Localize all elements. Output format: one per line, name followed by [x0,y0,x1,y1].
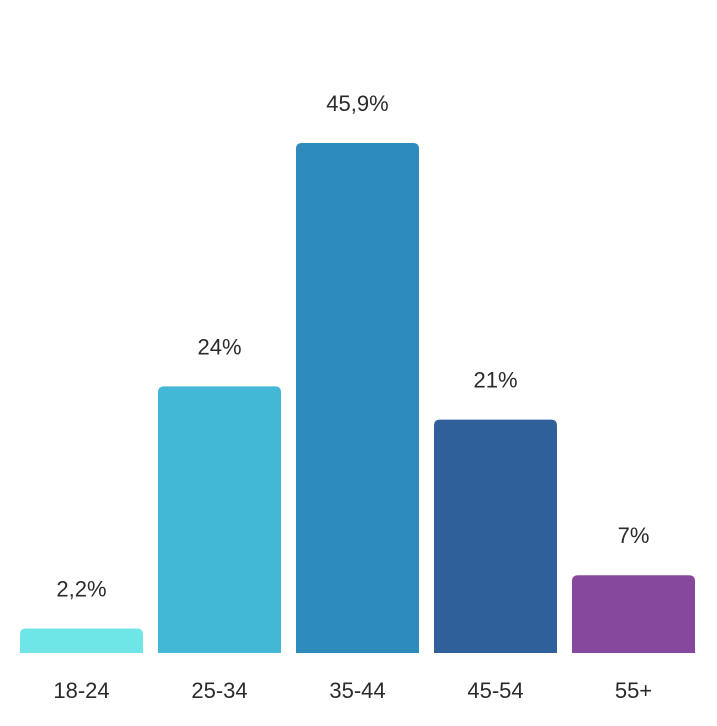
data-label-25-34: 24% [197,334,241,359]
bar-35-44 [296,143,419,653]
x-tick-label-45-54: 45-54 [467,678,523,703]
x-tick-label-35-44: 35-44 [329,678,385,703]
x-tick-label-18-24: 18-24 [53,678,109,703]
x-tick-label-55+: 55+ [615,678,652,703]
data-label-35-44: 45,9% [326,91,388,116]
data-label-55+: 7% [618,523,650,548]
data-label-18-24: 2,2% [56,577,106,602]
bar-25-34 [158,386,281,653]
bar-55+ [572,575,695,653]
data-label-45-54: 21% [473,368,517,393]
bar-45-54 [434,419,557,653]
bar-18-24 [20,628,143,653]
x-tick-label-25-34: 25-34 [191,678,247,703]
